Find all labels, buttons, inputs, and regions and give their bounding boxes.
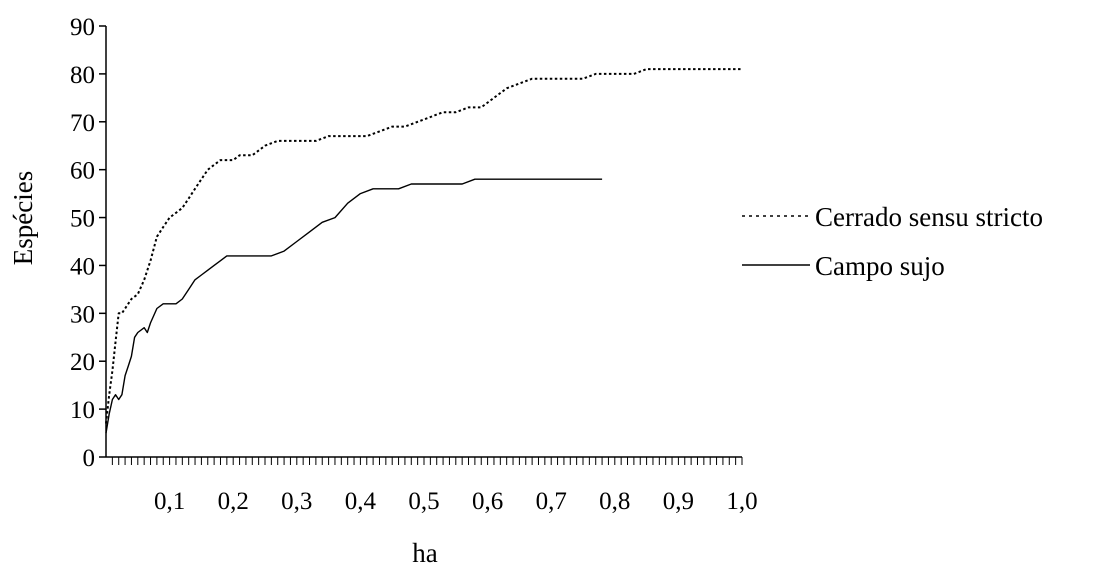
y-tick-label: 70 [70, 110, 95, 137]
legend-item-campo-sujo: Campo sujo [742, 251, 945, 281]
legend-label-cerrado: Cerrado sensu stricto [815, 202, 1043, 232]
x-tick-label: 0,4 [345, 488, 377, 515]
series-layer [105, 68, 742, 434]
y-ticks: 0 10 20 30 40 50 60 70 80 90 [70, 14, 106, 472]
x-tick-label: 0,1 [154, 488, 185, 515]
x-minor-ticks [111, 457, 743, 465]
x-tick-label: 1,0 [726, 488, 757, 515]
x-tick-label: 0,3 [281, 488, 312, 515]
y-tick-label: 0 [83, 445, 96, 472]
legend: Cerrado sensu stricto Campo sujo [742, 202, 1043, 281]
y-tick-label: 10 [70, 397, 95, 424]
x-ticks: 0,1 0,2 0,3 0,4 0,5 0,6 0,7 0,8 0,9 1,0 [154, 488, 758, 515]
x-tick-label: 0,6 [472, 488, 503, 515]
x-tick-label: 0,2 [218, 488, 249, 515]
y-tick-label: 80 [70, 62, 95, 89]
legend-label-campo-sujo: Campo sujo [815, 251, 945, 281]
series-line-cerrado [105, 68, 742, 424]
y-tick-label: 60 [70, 158, 95, 185]
y-tick-label: 50 [70, 206, 95, 233]
y-tick-label: 90 [70, 14, 95, 41]
x-tick-label: 0,9 [663, 488, 694, 515]
x-tick-label: 0,7 [536, 488, 567, 515]
y-tick-label: 20 [70, 349, 95, 376]
series-line-campo-sujo [105, 178, 603, 434]
x-tick-label: 0,5 [408, 488, 439, 515]
y-tick-label: 30 [70, 301, 95, 328]
y-tick-label: 40 [70, 253, 95, 280]
y-axis-title: Espécies [8, 171, 38, 265]
legend-item-cerrado: Cerrado sensu stricto [742, 202, 1043, 232]
x-tick-label: 0,8 [599, 488, 630, 515]
x-axis-title: ha [412, 538, 438, 568]
